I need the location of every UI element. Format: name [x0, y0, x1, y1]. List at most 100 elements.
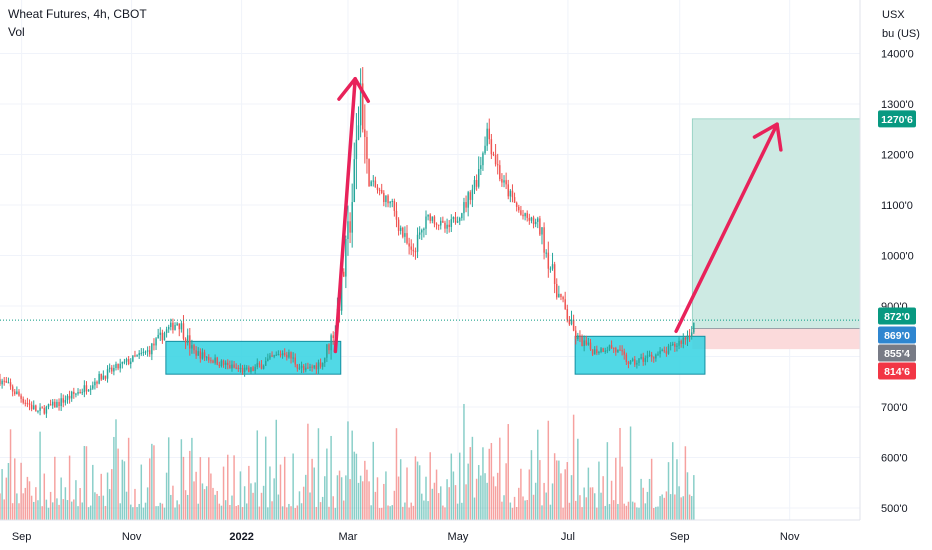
y-tick-label: 1100'0: [881, 200, 913, 212]
candle-body: [587, 342, 590, 345]
volume-bar: [526, 499, 528, 520]
volume-bar: [16, 493, 18, 520]
candle-body: [410, 246, 412, 250]
volume-bar: [688, 494, 691, 520]
candle-body: [184, 338, 187, 343]
y-tick-label: 500'0: [881, 503, 908, 515]
volume-bar: [70, 501, 73, 520]
candle-body: [359, 83, 362, 126]
candle-body: [526, 213, 528, 218]
volume-bar: [195, 471, 197, 520]
volume-bar: [619, 427, 621, 520]
candle-body: [467, 192, 469, 208]
volume-bar: [7, 463, 10, 520]
volume-bar: [566, 462, 569, 520]
candle-body: [629, 360, 632, 364]
y-tick-label: 1200'0: [881, 150, 914, 162]
currency-label: USX: [882, 9, 905, 21]
candle-body: [216, 357, 218, 365]
candle-body: [106, 369, 109, 379]
candle-body: [18, 391, 20, 396]
volume-bar: [623, 503, 625, 520]
volume-bar: [136, 507, 138, 520]
candle-body: [393, 201, 396, 211]
price-tag: [878, 344, 916, 362]
volume-bar: [486, 482, 488, 520]
candle-body: [132, 355, 134, 362]
volume-bar: [383, 483, 385, 520]
candle-body: [30, 404, 33, 410]
candle-body: [121, 362, 124, 364]
candle-body: [142, 351, 145, 353]
candle-body: [33, 405, 35, 410]
candle-body: [541, 227, 543, 235]
candle-body: [539, 218, 541, 235]
volume-bar: [326, 448, 328, 520]
volume-bar: [690, 496, 693, 520]
candle-body: [406, 233, 408, 244]
volume-bar: [302, 486, 305, 520]
chart-title: Wheat Futures, 4h, CBOT: [8, 7, 147, 21]
candle-body: [155, 338, 157, 346]
candle-body: [636, 362, 638, 365]
candle-body: [205, 357, 208, 359]
candle-body: [321, 363, 324, 367]
candle-body: [448, 224, 450, 227]
candle-body: [193, 345, 195, 351]
candle-body: [355, 139, 358, 160]
candle-body: [399, 227, 402, 231]
candle-body: [296, 364, 299, 369]
volume-bar: [94, 492, 96, 520]
volume-bar: [51, 502, 54, 520]
candle-body: [458, 218, 461, 222]
volume-bar: [296, 505, 299, 520]
x-tick-label: Sep: [670, 531, 690, 543]
candle-body: [634, 359, 636, 365]
x-tick-label: Nov: [780, 531, 800, 543]
volume-bar: [319, 502, 322, 520]
volume-bar: [191, 437, 193, 520]
volume-bar: [480, 475, 482, 520]
candle-body: [163, 332, 166, 341]
candle-body: [144, 351, 147, 353]
volume-bar: [26, 476, 29, 520]
candle-body: [317, 362, 320, 370]
candle-body: [345, 239, 347, 277]
volume-bar: [96, 493, 98, 520]
volume-bar: [68, 455, 71, 520]
candle-body: [174, 325, 176, 330]
volume-indicator-label[interactable]: Vol: [8, 25, 25, 39]
candle-body: [528, 217, 531, 221]
candle-body: [376, 187, 379, 190]
candle-body: [372, 180, 375, 182]
volume-bar: [488, 448, 491, 520]
volume-bar: [338, 470, 341, 520]
candle-body: [469, 192, 472, 200]
volume-bar: [201, 483, 204, 520]
volume-bar: [581, 507, 583, 520]
volume-bar: [612, 500, 615, 520]
volume-bar: [634, 502, 636, 520]
volume-bar: [380, 507, 383, 520]
volume-bar: [693, 475, 695, 520]
volume-bar: [402, 506, 404, 520]
candle-body: [3, 380, 5, 382]
volume-bar: [435, 469, 438, 520]
volume-bar: [537, 429, 539, 520]
volume-bar: [60, 477, 62, 520]
candle-body: [452, 217, 455, 220]
volume-bar: [269, 466, 271, 520]
volume-bar: [231, 495, 233, 520]
volume-bar: [515, 506, 518, 520]
volume-bar: [528, 469, 531, 520]
candle-body: [619, 349, 621, 351]
candle-body: [170, 322, 172, 327]
volume-bar: [73, 499, 75, 520]
price-tag-label: 872'0: [884, 311, 910, 323]
volume-bar: [148, 458, 151, 520]
candle-body: [693, 322, 695, 333]
volume-bar: [357, 482, 360, 520]
candle-body: [450, 219, 453, 227]
